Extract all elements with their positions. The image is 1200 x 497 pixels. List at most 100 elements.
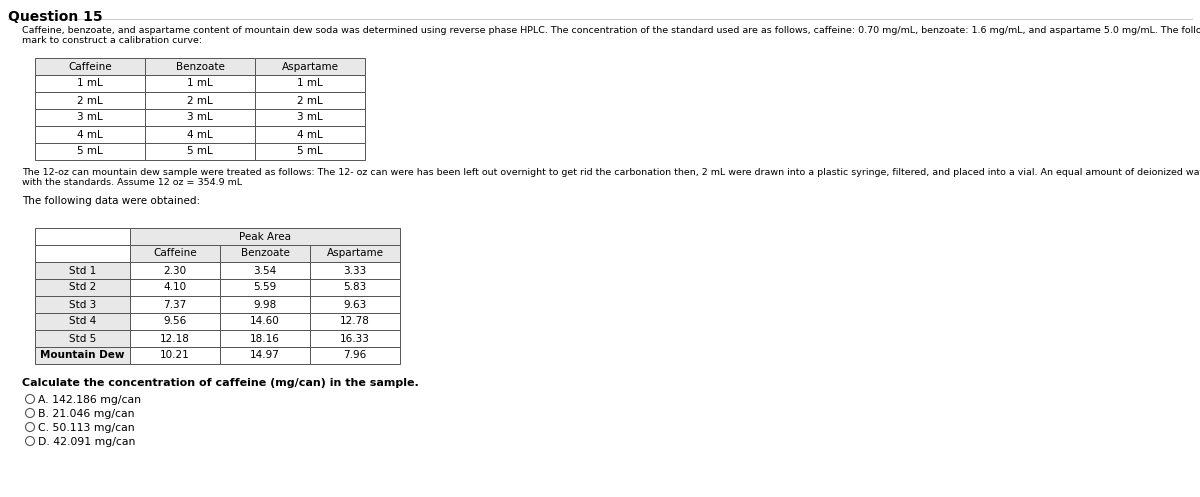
Text: Question 15: Question 15: [8, 10, 103, 24]
Bar: [35, 262, 130, 279]
Text: 7.37: 7.37: [163, 300, 187, 310]
Bar: [220, 296, 310, 313]
Text: 3.33: 3.33: [343, 265, 367, 275]
Bar: [310, 347, 400, 364]
Text: 5 mL: 5 mL: [77, 147, 103, 157]
Text: Std 5: Std 5: [68, 333, 96, 343]
Bar: [35, 296, 130, 313]
Bar: [220, 245, 310, 262]
Text: Std 1: Std 1: [68, 265, 96, 275]
Text: Aspartame: Aspartame: [326, 248, 384, 258]
Bar: [256, 92, 365, 109]
Text: 9.56: 9.56: [163, 317, 187, 327]
Bar: [145, 126, 256, 143]
Bar: [35, 228, 130, 245]
Bar: [220, 330, 310, 347]
Text: with the standards. Assume 12 oz = 354.9 mL: with the standards. Assume 12 oz = 354.9…: [22, 178, 242, 187]
Bar: [35, 126, 145, 143]
Text: 2 mL: 2 mL: [187, 95, 212, 105]
Bar: [256, 109, 365, 126]
Bar: [256, 143, 365, 160]
Bar: [35, 58, 145, 75]
Text: 5.83: 5.83: [343, 282, 367, 293]
Bar: [145, 92, 256, 109]
Bar: [256, 58, 365, 75]
Bar: [130, 262, 220, 279]
Bar: [220, 262, 310, 279]
Text: 1 mL: 1 mL: [298, 79, 323, 88]
Text: 7.96: 7.96: [343, 350, 367, 360]
Bar: [310, 279, 400, 296]
Text: Peak Area: Peak Area: [239, 232, 292, 242]
Text: 3.54: 3.54: [253, 265, 277, 275]
Text: mark to construct a calibration curve:: mark to construct a calibration curve:: [22, 36, 202, 45]
Bar: [310, 330, 400, 347]
Bar: [130, 245, 220, 262]
Bar: [35, 245, 130, 262]
Text: 3 mL: 3 mL: [187, 112, 212, 122]
Text: C. 50.113 mg/can: C. 50.113 mg/can: [38, 423, 134, 433]
Bar: [145, 109, 256, 126]
Text: Caffeine, benzoate, and aspartame content of mountain dew soda was determined us: Caffeine, benzoate, and aspartame conten…: [22, 26, 1200, 35]
Bar: [35, 92, 145, 109]
Text: 9.98: 9.98: [253, 300, 277, 310]
Bar: [130, 313, 220, 330]
Bar: [130, 347, 220, 364]
Text: Caffeine: Caffeine: [154, 248, 197, 258]
Bar: [220, 313, 310, 330]
Text: 14.97: 14.97: [250, 350, 280, 360]
Text: 10.21: 10.21: [160, 350, 190, 360]
Text: 5.59: 5.59: [253, 282, 277, 293]
Text: 12.18: 12.18: [160, 333, 190, 343]
Bar: [256, 75, 365, 92]
Text: 3 mL: 3 mL: [77, 112, 103, 122]
Text: 18.16: 18.16: [250, 333, 280, 343]
Bar: [130, 296, 220, 313]
Text: Benzoate: Benzoate: [240, 248, 289, 258]
Bar: [256, 126, 365, 143]
Text: Mountain Dew: Mountain Dew: [41, 350, 125, 360]
Text: Aspartame: Aspartame: [282, 62, 338, 72]
Bar: [310, 296, 400, 313]
Bar: [35, 75, 145, 92]
Text: 5 mL: 5 mL: [298, 147, 323, 157]
Text: Benzoate: Benzoate: [175, 62, 224, 72]
Text: The following data were obtained:: The following data were obtained:: [22, 196, 200, 206]
Text: 2 mL: 2 mL: [298, 95, 323, 105]
Text: 2 mL: 2 mL: [77, 95, 103, 105]
Text: 1 mL: 1 mL: [77, 79, 103, 88]
Bar: [35, 330, 130, 347]
Text: 4 mL: 4 mL: [298, 130, 323, 140]
Bar: [310, 313, 400, 330]
Text: The 12-oz can mountain dew sample were treated as follows: The 12- oz can were h: The 12-oz can mountain dew sample were t…: [22, 168, 1200, 177]
Text: Calculate the concentration of caffeine (mg/can) in the sample.: Calculate the concentration of caffeine …: [22, 378, 419, 388]
Text: 9.63: 9.63: [343, 300, 367, 310]
Text: Caffeine: Caffeine: [68, 62, 112, 72]
Bar: [310, 245, 400, 262]
Bar: [310, 262, 400, 279]
Bar: [130, 330, 220, 347]
Text: 4.10: 4.10: [163, 282, 186, 293]
Bar: [130, 228, 400, 245]
Bar: [35, 279, 130, 296]
Text: 12.78: 12.78: [340, 317, 370, 327]
Bar: [35, 109, 145, 126]
Text: 3 mL: 3 mL: [298, 112, 323, 122]
Text: Std 2: Std 2: [68, 282, 96, 293]
Text: 5 mL: 5 mL: [187, 147, 212, 157]
Text: D. 42.091 mg/can: D. 42.091 mg/can: [38, 437, 136, 447]
Bar: [35, 347, 130, 364]
Bar: [220, 279, 310, 296]
Bar: [220, 347, 310, 364]
Bar: [145, 143, 256, 160]
Text: 2.30: 2.30: [163, 265, 186, 275]
Text: 4 mL: 4 mL: [187, 130, 212, 140]
Text: 1 mL: 1 mL: [187, 79, 212, 88]
Bar: [130, 279, 220, 296]
Bar: [35, 143, 145, 160]
Text: B. 21.046 mg/can: B. 21.046 mg/can: [38, 409, 134, 419]
Bar: [145, 75, 256, 92]
Text: Std 4: Std 4: [68, 317, 96, 327]
Text: Std 3: Std 3: [68, 300, 96, 310]
Text: A. 142.186 mg/can: A. 142.186 mg/can: [38, 395, 142, 405]
